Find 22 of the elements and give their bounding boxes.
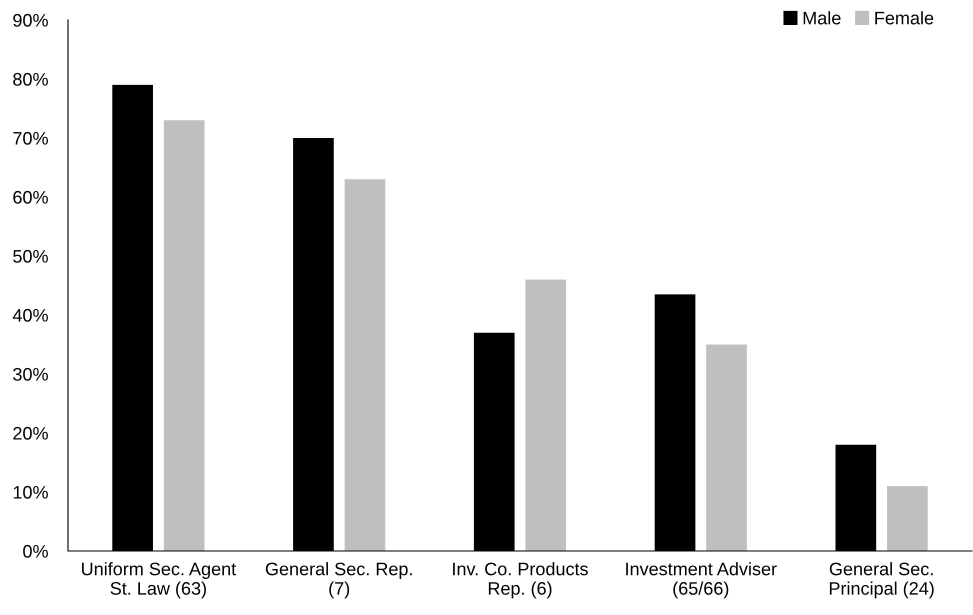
y-tick-label: 90%	[13, 14, 48, 27]
bar	[706, 344, 747, 551]
x-tick-label: General Sec. Principal (24)	[830, 562, 934, 598]
legend-label: Male	[804, 11, 841, 24]
bar	[525, 280, 566, 551]
x-tick-label: Inv. Co. Products Rep. (6)	[453, 562, 588, 598]
y-tick-label: 40%	[12, 308, 48, 322]
y-tick-label: 10%	[14, 486, 48, 499]
x-tick-label: General Sec. Rep. (7)	[266, 562, 412, 598]
y-tick-label: 80%	[13, 72, 48, 86]
x-tick-label: Investment Adviser (65/66)	[626, 562, 777, 598]
y-tick-label: 0%	[23, 544, 48, 558]
y-tick-label: 70%	[13, 132, 48, 145]
y-tick-label: 50%	[13, 250, 48, 263]
bar	[887, 486, 928, 551]
x-tick-label: Uniform Sec. Agent St. Law (63)	[82, 562, 236, 598]
y-tick-label: 60%	[13, 190, 48, 204]
legend-label: Female	[875, 11, 934, 24]
bar	[164, 120, 205, 551]
y-tick-label: 30%	[13, 368, 48, 381]
y-tick-label: 20%	[13, 426, 48, 440]
bar	[344, 179, 386, 551]
